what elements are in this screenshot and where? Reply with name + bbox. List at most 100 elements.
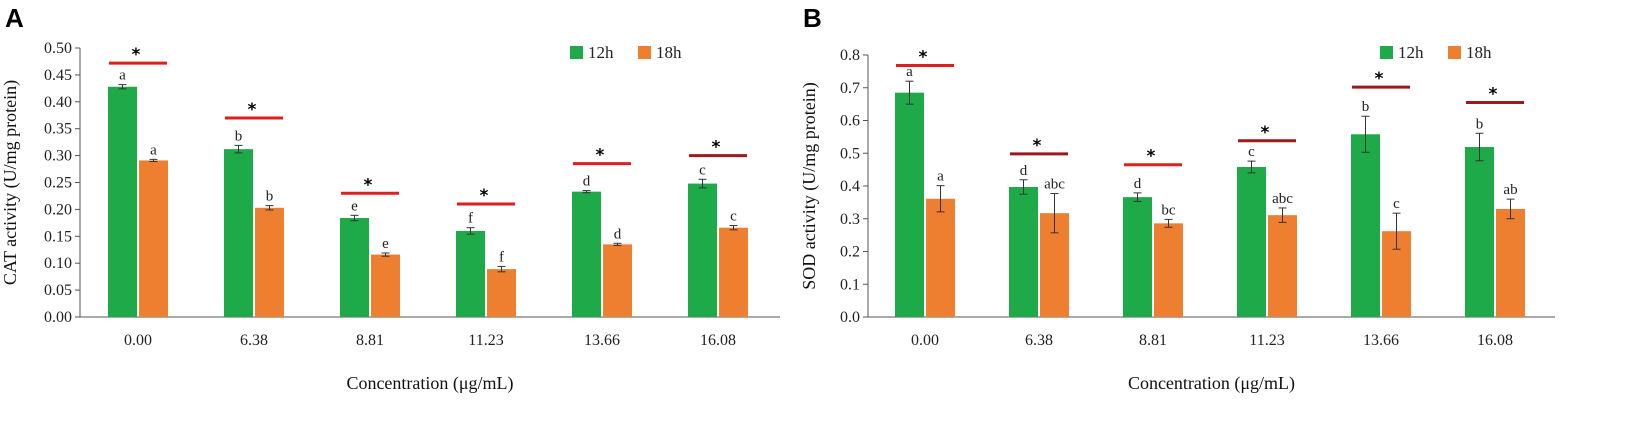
significance-letter: a xyxy=(119,68,126,84)
y-tick-label: 0.00 xyxy=(44,309,72,326)
panel-b-letter: B xyxy=(803,3,822,33)
bar-18h xyxy=(487,269,516,317)
panel-a-letter: A xyxy=(5,3,24,33)
bar-18h xyxy=(719,227,748,317)
significance-star: * xyxy=(596,146,605,166)
significance-letter: d xyxy=(614,226,622,242)
bar-18h xyxy=(1154,223,1183,317)
y-tick-label: 0.25 xyxy=(44,175,72,192)
x-tick-label: 0.00 xyxy=(911,332,939,349)
y-tick-label: 0.8 xyxy=(840,47,860,64)
legend-label: 18h xyxy=(1466,43,1492,62)
x-tick-label: 0.00 xyxy=(124,332,152,349)
significance-letter: c xyxy=(1393,196,1400,212)
legend-label: 18h xyxy=(656,43,682,62)
bar-12h xyxy=(1237,167,1266,317)
significance-star: * xyxy=(248,100,257,120)
bar-12h xyxy=(1465,147,1494,317)
y-tick-label: 0.4 xyxy=(840,178,860,195)
x-tick-label: 16.08 xyxy=(700,332,736,349)
significance-letter: f xyxy=(468,211,473,227)
y-tick-label: 0.05 xyxy=(44,282,72,299)
significance-star: * xyxy=(1261,123,1270,143)
significance-letter: c xyxy=(699,162,706,178)
bar-18h xyxy=(139,160,168,317)
x-tick-label: 11.23 xyxy=(1249,332,1284,349)
legend-label: 12h xyxy=(588,43,614,62)
bar-18h xyxy=(255,207,284,317)
significance-star: * xyxy=(712,138,721,158)
significance-star: * xyxy=(1033,136,1042,156)
x-tick-label: 11.23 xyxy=(468,332,503,349)
bar-12h xyxy=(572,191,601,317)
y-tick-label: 0.30 xyxy=(44,148,72,165)
x-axis-title: Concentration (μg/mL) xyxy=(346,373,513,394)
significance-letter: b xyxy=(1362,99,1370,115)
significance-letter: abc xyxy=(1044,177,1065,193)
significance-letter: c xyxy=(730,209,737,225)
significance-letter: d xyxy=(1020,163,1028,179)
significance-letter: a xyxy=(906,64,913,80)
x-tick-label: 13.66 xyxy=(1363,332,1399,349)
significance-star: * xyxy=(132,45,141,65)
bar-12h xyxy=(108,86,137,318)
significance-letter: bc xyxy=(1161,202,1176,218)
significance-letter: f xyxy=(499,249,504,265)
bar-12h xyxy=(895,92,924,317)
legend-swatch-18h xyxy=(638,46,651,59)
bar-12h xyxy=(456,230,485,317)
chart-b: 0.0 0.1 0.2 0.3 0.4 0.5 0.6 0.7 0.8 SOD activity … xyxy=(799,43,1555,394)
y-tick-label: 0.5 xyxy=(840,145,860,162)
significance-star: * xyxy=(1375,69,1384,89)
significance-star: * xyxy=(919,47,928,67)
legend-swatch-12h xyxy=(570,46,583,59)
y-tick-label: 0.50 xyxy=(44,40,72,57)
bar-12h xyxy=(340,218,369,317)
chart-a: 0.00 0.05 0.10 0.15 0.20 0.25 0.30 0.35 0.40 0.45… xyxy=(0,40,780,394)
significance-letter: ab xyxy=(1503,182,1517,198)
y-tick-label: 0.0 xyxy=(840,309,860,326)
significance-letter: c xyxy=(1248,144,1255,160)
bar-12h xyxy=(224,149,253,317)
bar-18h xyxy=(603,244,632,317)
significance-letter: b xyxy=(266,189,274,205)
y-axis-title: CAT activity (U/mg protein) xyxy=(0,80,21,285)
significance-star: * xyxy=(1489,84,1498,104)
bar-12h xyxy=(688,183,717,317)
x-axis-title: Concentration (μg/mL) xyxy=(1128,373,1295,394)
significance-star: * xyxy=(1147,147,1156,167)
significance-letter: abc xyxy=(1272,191,1293,207)
y-tick-label: 0.6 xyxy=(840,113,860,130)
x-tick-label: 8.81 xyxy=(1139,332,1167,349)
significance-letter: d xyxy=(583,174,591,190)
bar-18h xyxy=(1496,208,1525,317)
bar-18h xyxy=(371,254,400,317)
significance-letter: b xyxy=(1476,116,1484,132)
x-tick-label: 13.66 xyxy=(584,332,620,349)
legend-label: 12h xyxy=(1398,43,1424,62)
significance-letter: d xyxy=(1134,176,1142,192)
significance-star: * xyxy=(480,186,489,206)
bar-12h xyxy=(1351,134,1380,317)
y-tick-label: 0.1 xyxy=(840,276,860,293)
y-tick-label: 0.15 xyxy=(44,228,72,245)
bar-18h xyxy=(1268,215,1297,317)
bar-18h xyxy=(926,198,955,317)
y-tick-label: 0.10 xyxy=(44,255,72,272)
y-tick-label: 0.35 xyxy=(44,121,72,138)
x-tick-label: 6.38 xyxy=(1025,332,1053,349)
x-tick-label: 16.08 xyxy=(1477,332,1513,349)
y-tick-label: 0.7 xyxy=(840,80,860,97)
x-tick-label: 6.38 xyxy=(240,332,268,349)
y-tick-label: 0.2 xyxy=(840,244,860,261)
significance-letter: e xyxy=(351,198,358,214)
significance-star: * xyxy=(364,175,373,195)
x-tick-label: 8.81 xyxy=(356,332,384,349)
significance-letter: e xyxy=(382,236,389,252)
y-tick-label: 0.45 xyxy=(44,67,72,84)
significance-letter: a xyxy=(150,142,157,158)
significance-letter: b xyxy=(235,128,243,144)
significance-letter: a xyxy=(937,169,944,185)
legend-swatch-12h xyxy=(1380,46,1393,59)
